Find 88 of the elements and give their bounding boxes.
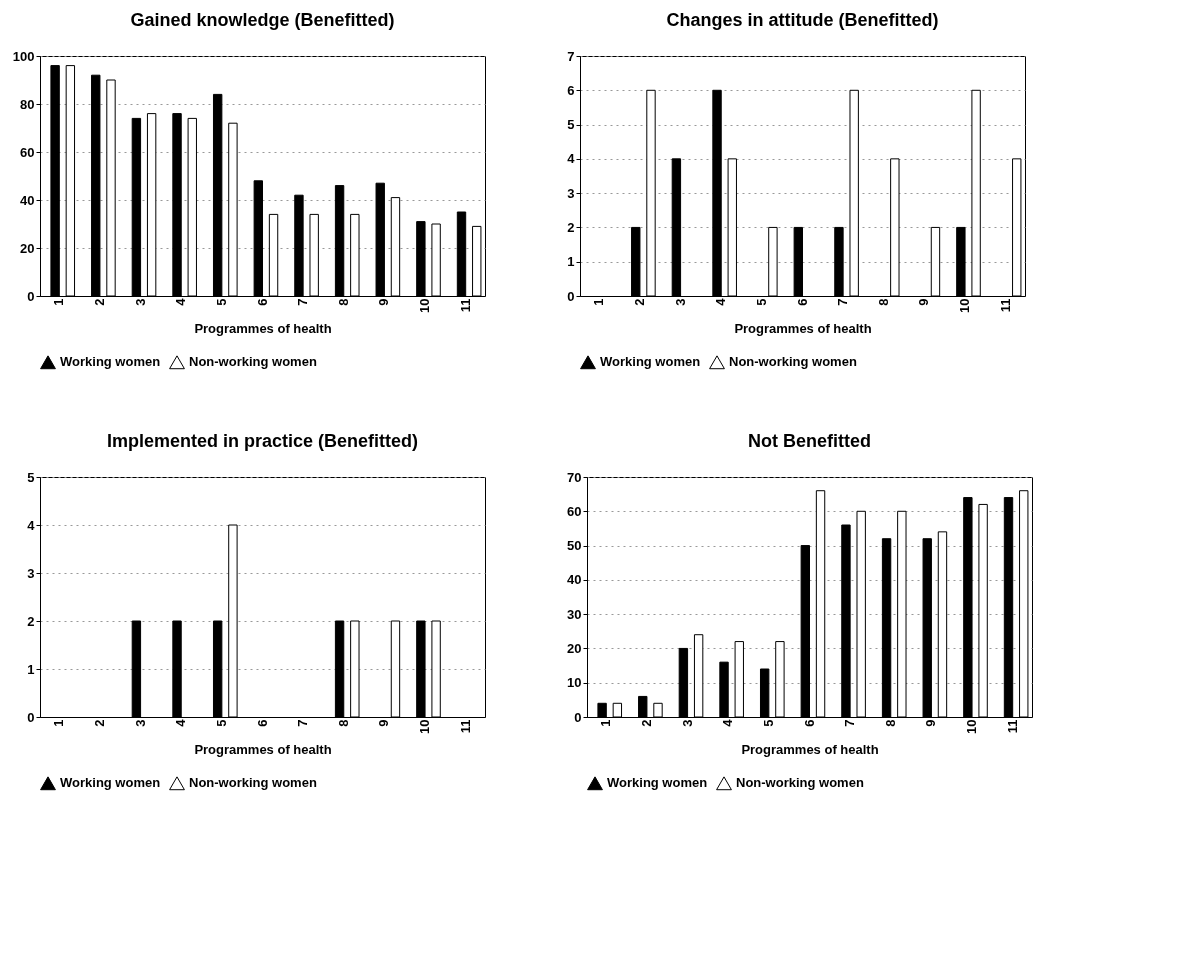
y-tick-label: 1 xyxy=(27,661,35,677)
y-tick-label: 60 xyxy=(567,503,582,519)
legend-label: Non-working women xyxy=(189,775,317,791)
y-tick-label: 4 xyxy=(27,517,36,533)
x-tick-label: 2 xyxy=(638,719,654,727)
x-tick-label: 7 xyxy=(295,298,311,306)
y-tick-label: 2 xyxy=(567,219,575,235)
y-tick-label: 3 xyxy=(27,565,35,581)
x-tick-label: 10 xyxy=(417,298,433,313)
x-tick-label: 5 xyxy=(760,719,776,727)
y-tick-label: 40 xyxy=(567,572,582,588)
y-tick-label: 10 xyxy=(567,675,582,691)
x-tick-label: 9 xyxy=(916,298,932,306)
y-tick-label: 0 xyxy=(567,288,575,304)
x-tick-label: 4 xyxy=(173,718,189,727)
x-tick-label: 5 xyxy=(213,719,229,727)
x-tick-label: 4 xyxy=(713,297,729,306)
x-tick-label: 6 xyxy=(254,719,270,727)
legend-label: Non-working women xyxy=(736,775,864,791)
chart-title: Changes in attitude (Benefitted) xyxy=(666,10,939,30)
x-axis-title: Programmes of health xyxy=(194,741,332,757)
x-tick-label: 9 xyxy=(376,719,392,727)
x-tick-label: 10 xyxy=(417,719,433,734)
x-tick-label: 8 xyxy=(335,298,351,306)
x-tick-label: 3 xyxy=(679,719,695,727)
y-tick-label: 60 xyxy=(20,144,35,160)
y-tick-label: 0 xyxy=(574,709,582,725)
x-tick-label: 8 xyxy=(875,298,891,306)
y-tick-label: 4 xyxy=(567,151,576,167)
x-tick-label: 10 xyxy=(957,298,973,313)
x-tick-label: 8 xyxy=(882,719,898,727)
legend-label: Working women xyxy=(607,775,708,791)
chart-title: Not Benefitted xyxy=(748,431,871,451)
x-axis-title: Programmes of health xyxy=(194,320,332,336)
x-axis-title: Programmes of health xyxy=(734,320,872,336)
x-tick-label: 3 xyxy=(132,298,148,306)
y-tick-label: 100 xyxy=(12,48,35,64)
x-tick-label: 11 xyxy=(997,298,1013,313)
y-tick-label: 7 xyxy=(567,48,575,64)
y-tick-label: 3 xyxy=(567,185,575,201)
x-tick-label: 9 xyxy=(376,298,392,306)
x-tick-label: 5 xyxy=(753,298,769,306)
x-tick-label: 8 xyxy=(335,719,351,727)
x-tick-label: 1 xyxy=(51,719,67,727)
x-tick-label: 5 xyxy=(213,298,229,306)
x-tick-label: 1 xyxy=(591,298,607,306)
y-tick-label: 2 xyxy=(27,613,35,629)
x-tick-label: 7 xyxy=(295,719,311,727)
x-tick-label: 2 xyxy=(631,298,647,306)
chart-title: Gained knowledge (Benefitted) xyxy=(130,10,395,30)
y-tick-label: 30 xyxy=(567,606,582,622)
x-tick-label: 9 xyxy=(923,719,939,727)
chart-title: Implemented in practice (Benefitted) xyxy=(106,431,419,451)
x-tick-label: 3 xyxy=(672,298,688,306)
x-tick-label: 4 xyxy=(173,297,189,306)
y-tick-label: 0 xyxy=(27,288,35,304)
y-tick-label: 50 xyxy=(567,538,582,554)
y-tick-label: 5 xyxy=(567,117,575,133)
x-tick-label: 6 xyxy=(254,298,270,306)
y-tick-label: 20 xyxy=(567,640,582,656)
y-tick-label: 40 xyxy=(20,192,35,208)
y-tick-label: 5 xyxy=(27,469,35,485)
y-tick-label: 6 xyxy=(567,82,575,98)
x-tick-label: 4 xyxy=(720,718,736,727)
x-tick-label: 11 xyxy=(457,719,473,734)
x-tick-label: 11 xyxy=(1004,719,1020,734)
y-tick-label: 70 xyxy=(567,469,582,485)
legend-label: Non-working women xyxy=(189,354,317,370)
x-tick-label: 6 xyxy=(801,719,817,727)
x-tick-label: 6 xyxy=(794,298,810,306)
x-axis-title: Programmes of health xyxy=(741,741,879,757)
x-tick-label: 7 xyxy=(842,719,858,727)
y-tick-label: 0 xyxy=(27,709,35,725)
y-tick-label: 20 xyxy=(20,240,35,256)
x-tick-label: 2 xyxy=(91,298,107,306)
x-tick-label: 1 xyxy=(598,719,614,727)
x-tick-label: 11 xyxy=(457,298,473,313)
x-tick-label: 10 xyxy=(964,719,980,734)
x-tick-label: 1 xyxy=(51,298,67,306)
legend-label: Working women xyxy=(600,354,701,370)
x-tick-label: 2 xyxy=(91,719,107,727)
x-tick-label: 7 xyxy=(835,298,851,306)
legend-label: Working women xyxy=(60,354,161,370)
y-tick-label: 1 xyxy=(567,254,575,270)
x-tick-label: 3 xyxy=(132,719,148,727)
legend-label: Non-working women xyxy=(729,354,857,370)
y-tick-label: 80 xyxy=(20,96,35,112)
legend-label: Working women xyxy=(60,775,161,791)
